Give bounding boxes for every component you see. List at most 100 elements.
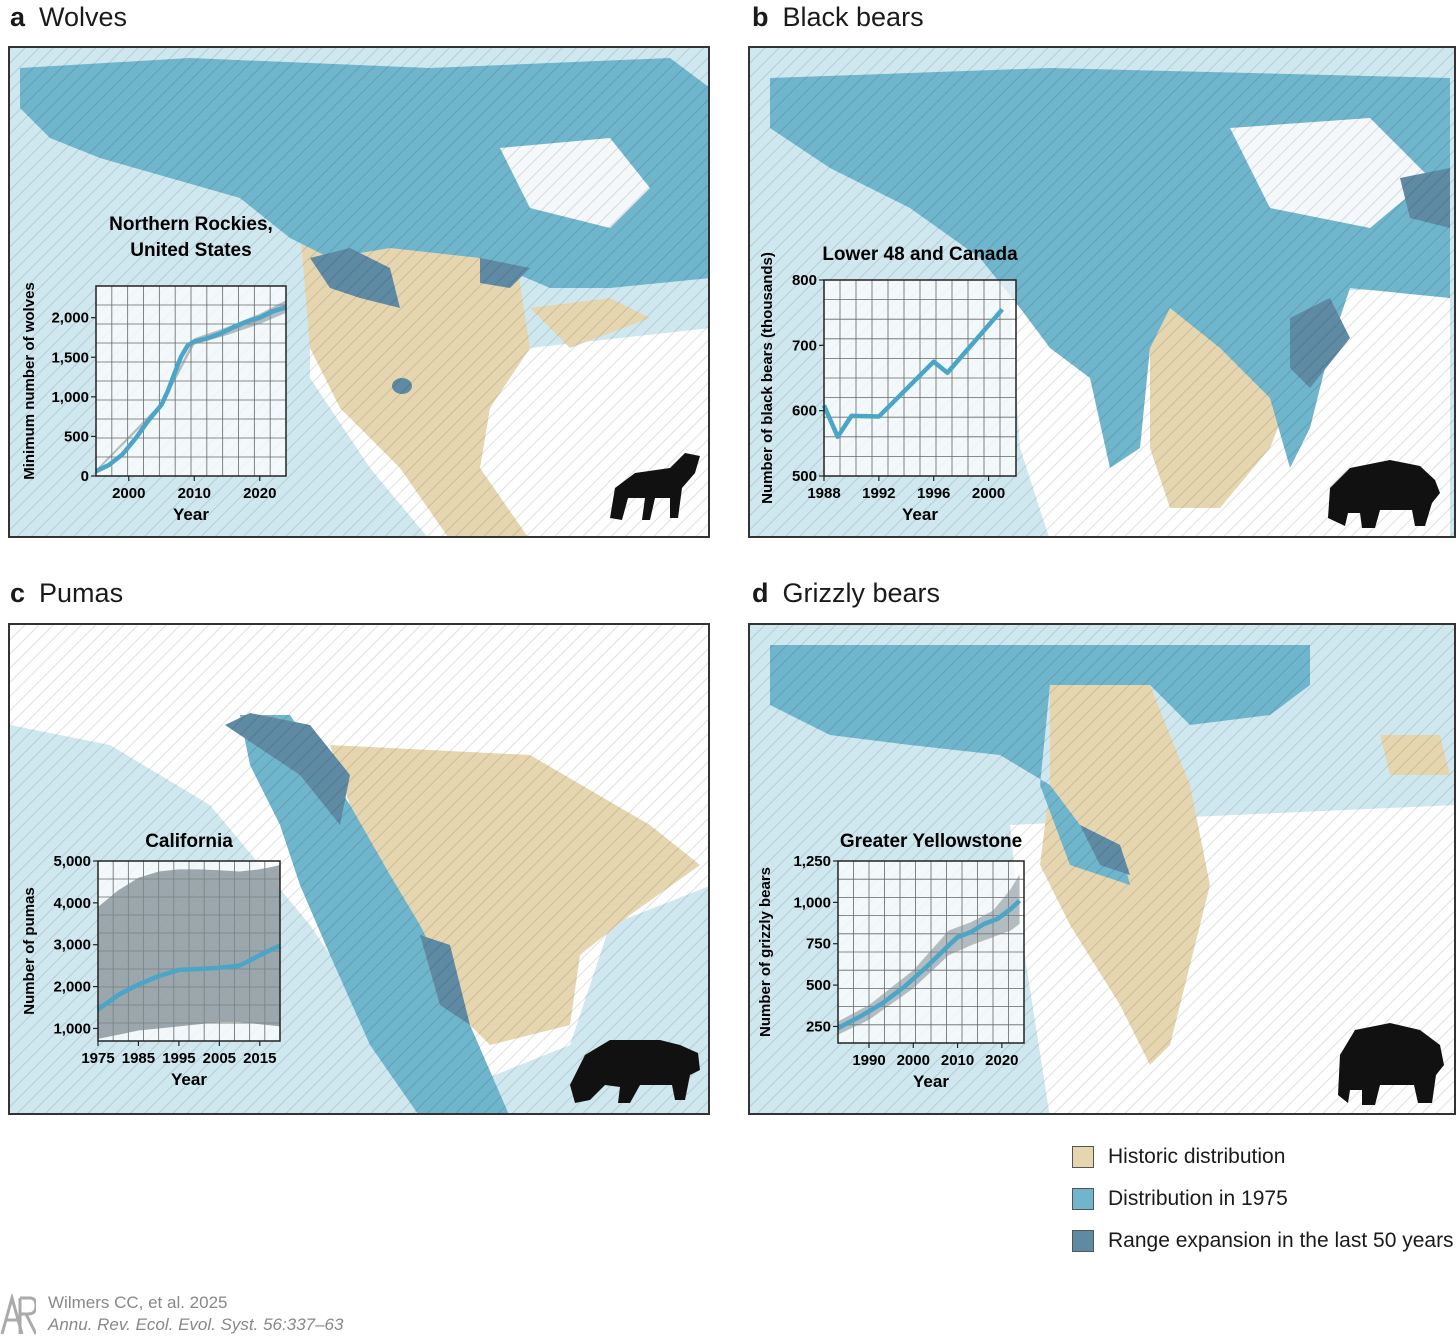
x-tick-label: 2005 xyxy=(203,1050,236,1067)
panel-title-c: c Pumas xyxy=(10,578,123,609)
legend-swatch-1975 xyxy=(1072,1188,1094,1210)
map-pumas: 1975 1985 1995 2005 2015 1,000 2,000 3,000 4,000… xyxy=(8,623,710,1115)
plot-frame xyxy=(837,860,1025,1044)
wolf-silhouette-icon xyxy=(610,453,700,520)
credit: Wilmers CC, et al. 2025 Annu. Rev. Ecol.… xyxy=(48,1292,343,1336)
x-tick-label: 2020 xyxy=(985,1052,1018,1069)
x-tick-label: 2010 xyxy=(178,485,211,502)
panel-title-b: b Black bears xyxy=(752,2,924,33)
y-tick-label: 500 xyxy=(806,977,831,994)
confidence-band xyxy=(838,874,1020,1035)
panel-title-d: d Grizzly bears xyxy=(752,578,940,609)
plot-frame xyxy=(97,860,281,1042)
y-tick-label: 1,000 xyxy=(53,1020,91,1037)
chart-grizzly-bears: 1990 2000 2010 2020 250 500 750 1,000 1,250 Great… xyxy=(757,831,1025,1091)
x-axis-label: Year xyxy=(173,505,209,524)
x-tick-label: 2000 xyxy=(897,1052,930,1069)
panel-name: Wolves xyxy=(39,2,128,32)
map-grizzly-bears: 1990 2000 2010 2020 250 500 750 1,000 1,250 Great… xyxy=(748,623,1456,1115)
y-tick-label: 500 xyxy=(64,428,89,445)
credit-journal: Annu. Rev. Ecol. Evol. Syst. 56:337–63 xyxy=(48,1315,344,1334)
y-tick-label: 0 xyxy=(81,468,89,485)
y-tick-label: 750 xyxy=(806,936,831,953)
chart-title: California xyxy=(145,831,233,852)
chart-wolves: 2000 2010 2020 0 500 1,000 1,500 2,000 Northern … xyxy=(21,214,287,524)
panel-letter: d xyxy=(752,578,769,608)
grizzly-bear-silhouette-icon xyxy=(1338,1023,1444,1105)
panel-name: Grizzly bears xyxy=(782,578,941,608)
x-tick-label: 1990 xyxy=(852,1052,885,1069)
chart-inset-black-bears: 1988 1992 1996 2000 500 600 700 800 Lower 48 and… xyxy=(750,48,1454,536)
legend-label: Historic distribution xyxy=(1108,1145,1286,1168)
confidence-band xyxy=(98,865,280,1039)
panel-letter: a xyxy=(10,2,26,32)
panel-title-a: a Wolves xyxy=(10,2,127,33)
chart-title: Lower 48 and Canada xyxy=(822,244,1018,265)
x-tick-label: 2015 xyxy=(243,1050,276,1067)
chart-pumas: 1975 1985 1995 2005 2015 1,000 2,000 3,000 4,000… xyxy=(21,831,281,1089)
chart-inset-wolves: 2000 2010 2020 0 500 1,000 1,500 2,000 Northern … xyxy=(10,48,708,536)
x-tick-label: 1996 xyxy=(917,485,950,502)
chart-inset-grizzly-bears: 1990 2000 2010 2020 250 500 750 1,000 1,250 Great… xyxy=(750,625,1454,1113)
x-tick-label: 2000 xyxy=(112,485,145,502)
y-tick-label: 500 xyxy=(792,468,817,485)
series-line xyxy=(821,307,1004,440)
panel-name: Black bears xyxy=(782,2,924,32)
y-tick-label: 250 xyxy=(806,1018,831,1035)
plot-frame xyxy=(95,285,287,477)
y-tick-label: 2,000 xyxy=(53,979,91,996)
y-tick-label: 1,500 xyxy=(51,349,89,366)
y-tick-label: 3,000 xyxy=(53,937,91,954)
series-line xyxy=(96,943,281,1012)
chart-group: 1975 1985 1995 2005 2015 1,000 2,000 3,000 4,000… xyxy=(21,831,281,1089)
legend-label: Distribution in 1975 xyxy=(1108,1187,1288,1210)
x-tick-label: 1985 xyxy=(122,1050,155,1067)
x-tick-label: 1975 xyxy=(81,1050,114,1067)
x-axis-label: Year xyxy=(902,505,938,524)
x-tick-label: 2010 xyxy=(941,1052,974,1069)
chart-group: 1990 2000 2010 2020 250 500 750 1,000 1,250 Great… xyxy=(757,831,1025,1091)
x-tick-label: 1995 xyxy=(162,1050,195,1067)
credit-authors: Wilmers CC, et al. 2025 xyxy=(48,1293,228,1312)
series-line xyxy=(836,899,1022,1031)
legend-swatch-expansion xyxy=(1072,1230,1094,1252)
y-tick-label: 4,000 xyxy=(53,895,91,912)
legend-item-1975: Distribution in 1975 xyxy=(1072,1178,1454,1220)
map-black-bears: 1988 1992 1996 2000 500 600 700 800 Lower 48 and… xyxy=(748,46,1456,538)
y-axis-label: Number of black bears (thousands) xyxy=(759,252,776,504)
y-axis-label: Minimum number of wolves xyxy=(21,282,38,480)
puma-silhouette-icon xyxy=(570,1040,700,1103)
y-axis-label: Number of grizzly bears xyxy=(757,867,774,1037)
annual-reviews-logo-icon xyxy=(0,1294,36,1335)
y-tick-label: 700 xyxy=(792,337,817,354)
x-tick-label: 1988 xyxy=(807,485,840,502)
chart-inset-pumas: 1975 1985 1995 2005 2015 1,000 2,000 3,000 4,000… xyxy=(10,625,708,1113)
chart-title: United States xyxy=(130,240,251,261)
chart-title: Northern Rockies, xyxy=(109,214,273,235)
x-axis-label: Year xyxy=(913,1072,949,1091)
panel-name: Pumas xyxy=(39,578,124,608)
black-bear-silhouette-icon xyxy=(1328,460,1440,528)
y-axis-label: Number of pumas xyxy=(21,887,38,1015)
y-tick-label: 800 xyxy=(792,272,817,289)
y-tick-label: 1,250 xyxy=(793,853,831,870)
x-axis-label: Year xyxy=(171,1070,207,1089)
chart-black-bears: 1988 1992 1996 2000 500 600 700 800 Lower 48 and… xyxy=(759,244,1018,524)
y-tick-label: 600 xyxy=(792,403,817,420)
x-tick-label: 1992 xyxy=(862,485,895,502)
panel-letter: c xyxy=(10,578,26,608)
confidence-band xyxy=(96,300,286,473)
y-tick-label: 1,000 xyxy=(793,894,831,911)
legend-swatch-historic xyxy=(1072,1146,1094,1168)
y-tick-label: 2,000 xyxy=(51,310,89,327)
chart-group: 1988 1992 1996 2000 500 600 700 800 Lower 48 and… xyxy=(759,244,1018,524)
legend-label: Range expansion in the last 50 years xyxy=(1108,1229,1454,1252)
x-tick-label: 2000 xyxy=(972,485,1005,502)
y-tick-label: 1,000 xyxy=(51,389,89,406)
legend-item-expansion: Range expansion in the last 50 years xyxy=(1072,1220,1454,1262)
x-tick-label: 2020 xyxy=(243,485,276,502)
series-line xyxy=(95,305,287,474)
chart-title: Greater Yellowstone xyxy=(840,831,1022,852)
chart-group: 2000 2010 2020 0 500 1,000 1,500 2,000 Northern … xyxy=(21,214,287,524)
panel-letter: b xyxy=(752,2,769,32)
